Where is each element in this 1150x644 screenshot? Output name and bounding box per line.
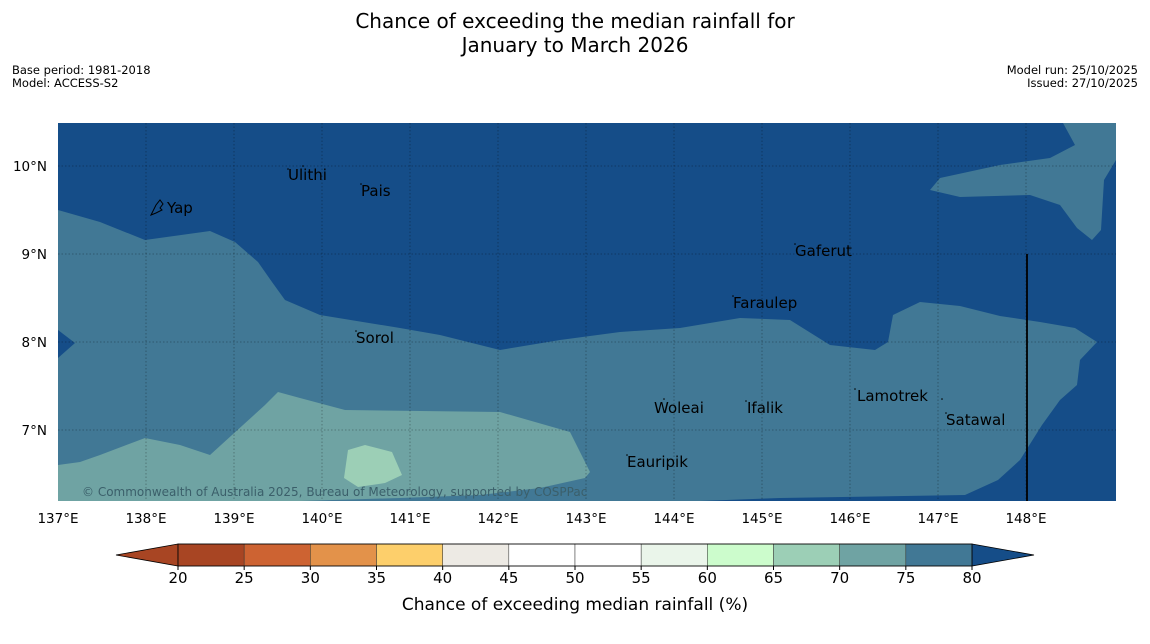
base-period: Base period: 1981-2018 xyxy=(12,63,151,77)
place-label-yap: Yap xyxy=(166,199,193,217)
map-title: Chance of exceeding the median rainfall … xyxy=(0,9,1150,57)
longitude-axis: 137°E 138°E 139°E 140°E 141°E 142°E 143°… xyxy=(37,511,1046,527)
colorbar-tick-label: 50 xyxy=(565,569,584,587)
place-label-gaferut: Gaferut xyxy=(795,242,852,260)
place-label-ifalik: Ifalik xyxy=(747,399,783,417)
region-70-75 xyxy=(58,392,590,501)
colorbar-label: Chance of exceeding median rainfall (%) xyxy=(402,595,748,615)
lon-label-144: 144°E xyxy=(653,511,694,527)
region-75-80-northeast xyxy=(930,123,1116,240)
place-label-pais: Pais xyxy=(361,182,391,200)
issued-date: Issued: 27/10/2025 xyxy=(1027,76,1138,90)
place-label-satawal: Satawal xyxy=(946,411,1005,429)
colorbar-swatch xyxy=(177,543,245,567)
graticule xyxy=(58,123,1116,501)
colorbar-tick-label: 75 xyxy=(896,569,915,587)
lon-label-141: 141°E xyxy=(389,511,430,527)
yap-island-outline xyxy=(149,199,164,216)
colorbar-over-arrow xyxy=(971,543,1035,567)
colorbar-under-arrow xyxy=(115,543,179,567)
map-panel: Yap Ulithi Pais Gaferut Faraulep Sorol L… xyxy=(58,123,1116,501)
colorbar-tick-label: 60 xyxy=(698,569,717,587)
colorbar-swatch xyxy=(640,543,708,567)
copyright-notice: © Commonwealth of Australia 2025, Bureau… xyxy=(82,485,587,499)
place-label-sorol: Sorol xyxy=(356,329,394,347)
colorbar-swatch xyxy=(707,543,774,567)
lat-label-10: 10°N xyxy=(13,159,47,175)
lon-label-143: 143°E xyxy=(565,511,606,527)
colorbar-tick-label: 80 xyxy=(962,569,981,587)
colorbar-ticks: 20 25 30 35 40 45 50 55 60 65 70 75 80 xyxy=(168,566,982,587)
lon-label-137: 137°E xyxy=(37,511,78,527)
region-over-80-left-notch xyxy=(58,330,75,358)
colorbar-swatch xyxy=(773,543,840,567)
latitude-axis: 10°N 9°N 8°N 7°N xyxy=(13,159,47,439)
colorbar-swatch xyxy=(376,543,443,567)
island-markers xyxy=(287,165,947,456)
colorbar-tick-label: 20 xyxy=(168,569,187,587)
colorbar-swatches xyxy=(177,543,973,567)
colorbar-tick-label: 65 xyxy=(764,569,783,587)
place-label-faraulep: Faraulep xyxy=(733,294,797,312)
model-name: Model: ACCESS-S2 xyxy=(12,76,119,90)
colorbar-tick-label: 45 xyxy=(499,569,518,587)
lon-label-139: 139°E xyxy=(213,511,254,527)
lon-label-140: 140°E xyxy=(301,511,342,527)
lon-label-145: 145°E xyxy=(741,511,782,527)
colorbar-swatch xyxy=(839,543,907,567)
lon-label-138: 138°E xyxy=(125,511,166,527)
colorbar-swatch xyxy=(905,543,973,567)
colorbar-swatch xyxy=(243,543,311,567)
meta-left: Base period: 1981-2018 Model: ACCESS-S2 xyxy=(12,64,151,90)
colorbar-swatch xyxy=(508,543,576,567)
place-label-ulithi: Ulithi xyxy=(288,166,327,184)
place-label-eauripik: Eauripik xyxy=(627,453,688,471)
colorbar-tick-label: 55 xyxy=(632,569,651,587)
colorbar-swatch xyxy=(310,543,377,567)
lat-label-9: 9°N xyxy=(22,247,47,263)
colorbar-tick-label: 30 xyxy=(301,569,320,587)
place-label-woleai: Woleai xyxy=(654,399,704,417)
model-run: Model run: 25/10/2025 xyxy=(1006,63,1138,77)
place-label-lamotrek: Lamotrek xyxy=(857,387,928,405)
colorbar-swatch xyxy=(574,543,642,567)
lon-label-142: 142°E xyxy=(477,511,518,527)
colorbar-tick-label: 25 xyxy=(235,569,254,587)
meta-right: Model run: 25/10/2025 Issued: 27/10/2025 xyxy=(1007,64,1138,90)
lon-label-148: 148°E xyxy=(1005,511,1046,527)
colorbar-swatch xyxy=(442,543,510,567)
colorbar-tick-label: 70 xyxy=(830,569,849,587)
map-title-line1: Chance of exceeding the median rainfall … xyxy=(355,9,795,33)
region-65-70 xyxy=(344,445,402,487)
lat-label-8: 8°N xyxy=(22,335,47,351)
colorbar: 20 25 30 35 40 45 50 55 60 65 70 75 80 Chance of exc… xyxy=(115,543,1035,615)
lon-label-147: 147°E xyxy=(917,511,958,527)
map-title-line2: January to March 2026 xyxy=(461,33,689,57)
colorbar-tick-label: 35 xyxy=(367,569,386,587)
colorbar-tick-label: 40 xyxy=(433,569,452,587)
lon-label-146: 146°E xyxy=(829,511,870,527)
lat-label-7: 7°N xyxy=(22,423,47,439)
